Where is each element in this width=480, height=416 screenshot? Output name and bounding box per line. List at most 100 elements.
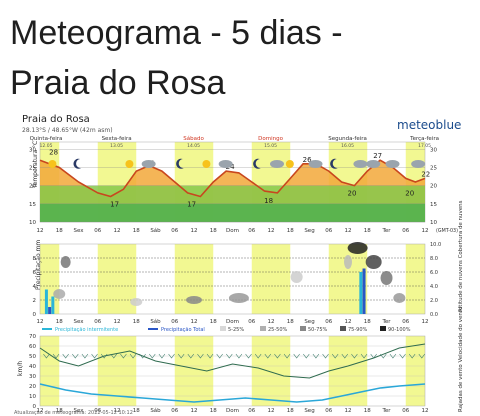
gust-line: [39, 343, 426, 379]
time-tick: 06: [248, 319, 255, 325]
time-tick: 12: [422, 319, 429, 325]
cloud-cover-blob: [365, 255, 382, 269]
wind-direction-icon: [168, 353, 175, 359]
wind-tick: 50: [29, 354, 36, 360]
day-date: 12.05: [40, 143, 53, 149]
legend-swatch: [220, 326, 226, 331]
wind-direction-icon: [72, 353, 79, 359]
cloud-cover-blob: [60, 256, 71, 268]
day-label: Sábado: [183, 135, 204, 142]
cloud-axis-label: Altitude de nuvens Cobertura de nuvens: [458, 200, 464, 312]
temperature-axis-label: Temperatura °C: [32, 141, 39, 189]
legend-swatch: [260, 326, 266, 331]
time-tick: 18: [56, 408, 63, 414]
time-tick: Ter: [381, 408, 391, 414]
wind-direction-icon: [206, 353, 214, 359]
wind-direction-icon: [120, 353, 127, 359]
wind-direction-icon: [158, 353, 166, 359]
time-tick: 06: [94, 228, 101, 234]
temperature-label: 27: [373, 152, 382, 160]
legend-swatch: [380, 326, 386, 331]
temperature-label: 17: [187, 201, 196, 209]
wind-direction-icon: [197, 353, 204, 359]
wind-direction-icon: [91, 353, 98, 359]
cloud-tick: 10.0: [430, 242, 441, 248]
moon-icon: [253, 158, 261, 169]
time-tick: Seg: [304, 228, 314, 234]
page-title-line2: Praia do Rosa: [10, 64, 226, 102]
legend-label: 90-100%: [388, 327, 411, 333]
page-title-line1: Meteograma - 5 dias -: [10, 14, 343, 52]
time-tick: 12: [268, 228, 275, 234]
cloud-icon: [366, 160, 381, 168]
time-tick: 06: [325, 408, 332, 414]
time-tick: 12: [268, 408, 275, 414]
temp-tick-right: 20: [430, 184, 437, 190]
time-tick: Dom: [226, 408, 239, 414]
time-tick: 12: [114, 319, 121, 325]
legend-label: Precipitação Total: [161, 327, 205, 333]
temp-tick: 10: [29, 220, 36, 226]
page-title: Meteograma - 5 dias - Praia do Rosa: [10, 8, 450, 108]
time-tick: Sex: [73, 319, 84, 325]
time-tick: 12: [37, 228, 44, 234]
wind-direction-icon: [139, 353, 146, 359]
time-tick: 06: [402, 319, 409, 325]
precipitation-bar: [48, 307, 52, 314]
temperature-label: 28: [49, 149, 58, 157]
time-tick: 12: [345, 319, 352, 325]
time-tick: 06: [402, 408, 409, 414]
wind-direction-icon: [293, 353, 300, 359]
precipitation-bar: [51, 296, 55, 314]
time-tick: 18: [287, 408, 294, 414]
time-tick: 18: [364, 408, 371, 414]
wind-direction-icon: [322, 353, 329, 359]
cloud-cover-blob: [290, 271, 303, 283]
daylight-band: [40, 336, 60, 406]
temperature-label: 18: [264, 197, 273, 205]
cloud-icon: [353, 160, 368, 168]
cloud-cover-blob: [53, 289, 66, 299]
precip-tick: 0: [33, 312, 37, 318]
wind-axis-label: km/h: [17, 361, 24, 376]
time-tick: 12: [345, 408, 352, 414]
time-tick: 06: [325, 228, 332, 234]
wind-direction-icon: [100, 353, 108, 359]
time-tick: 18: [210, 228, 217, 234]
legend-label: 5-25%: [228, 327, 244, 333]
time-tick: Seg: [304, 319, 314, 325]
cloud-cover-blob: [344, 255, 352, 269]
meteoblue-logo: meteoblue: [397, 118, 461, 132]
cloud-cover-blob: [380, 271, 393, 285]
time-tick: 12: [37, 408, 44, 414]
wind-direction-icon: [351, 353, 358, 359]
time-tick: 18: [210, 408, 217, 414]
wind-direction-icon: [408, 353, 416, 359]
wind-tick: 40: [29, 364, 36, 370]
day-date: 15.05: [264, 143, 277, 149]
time-tick: 06: [402, 228, 409, 234]
cloud-icon: [141, 160, 156, 168]
time-tick: 12: [37, 319, 44, 325]
time-tick: Sáb: [150, 227, 161, 234]
time-tick: 06: [171, 228, 178, 234]
time-tick: 12: [114, 228, 121, 234]
time-tick: Seg: [304, 408, 314, 414]
wind-direction-icon: [129, 353, 137, 359]
time-tick: Sex: [73, 408, 84, 414]
wind-direction-icon: [418, 353, 426, 359]
cloud-icon: [308, 160, 323, 168]
temp-tick-right: 30: [430, 147, 437, 153]
time-tick: Dom: [226, 228, 239, 234]
legend-swatch: [300, 326, 306, 331]
daylight-band: [40, 244, 60, 314]
sun-icon: [202, 160, 211, 168]
meteogram-footer: Atualização de meteograma: 2022-05-12 10…: [14, 410, 133, 416]
meteogram-image[interactable]: Praia do Rosa 28.13°S / 48.65°W (42m asm…: [0, 112, 480, 416]
wind-tick: 30: [29, 374, 36, 380]
precipitation-bar: [359, 272, 363, 314]
wind-direction-icon: [312, 353, 320, 359]
wind-tick: 20: [29, 384, 36, 390]
temperature-label: 22: [421, 170, 430, 178]
daylight-band: [251, 336, 291, 406]
